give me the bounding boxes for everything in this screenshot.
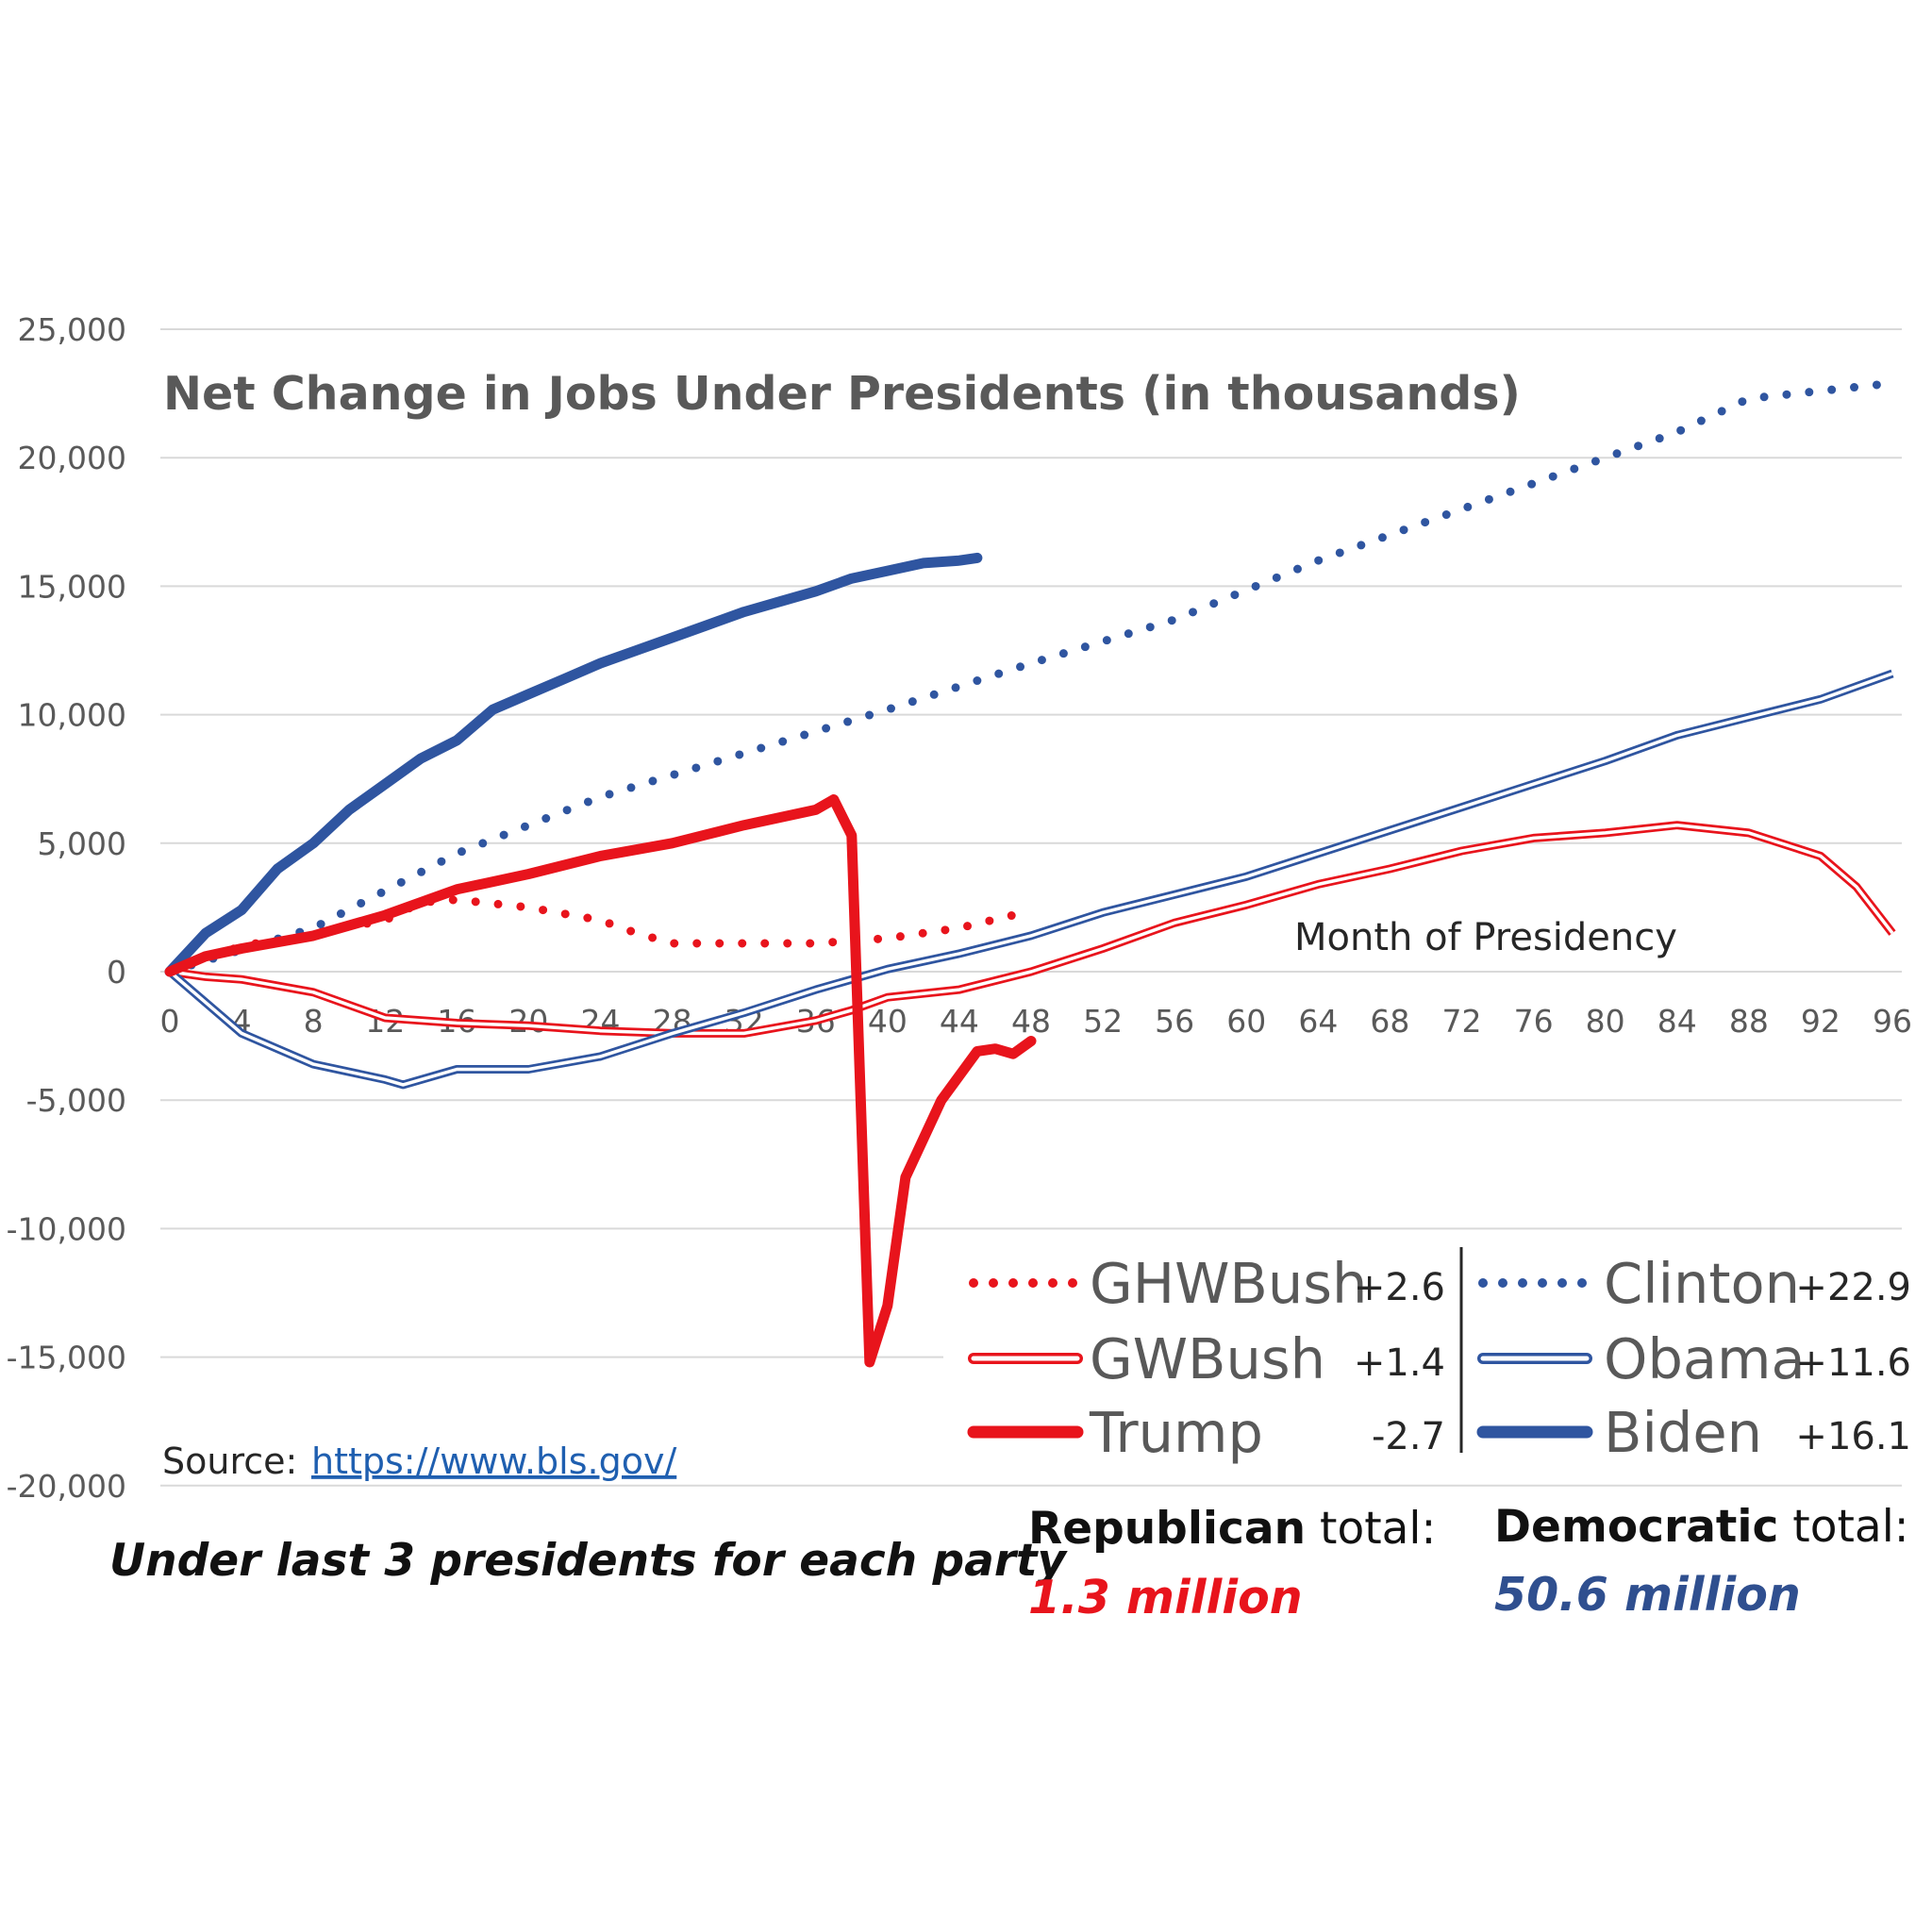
y-tick-label: 15,000 (18, 568, 126, 605)
x-tick-label: 60 (1226, 1003, 1266, 1040)
x-axis-title: Month of Presidency (1294, 916, 1677, 959)
y-tick-label: -5,000 (26, 1082, 126, 1119)
legend-label: Obama (1604, 1326, 1806, 1391)
republican-total-value: 1.3 million (1028, 1571, 1303, 1624)
source-label: Source: (162, 1441, 297, 1482)
x-tick-label: 52 (1083, 1003, 1123, 1040)
republican-total-label: Republican total: (1028, 1503, 1436, 1555)
legend-item-clinton: Clinton+22.9 (1478, 1251, 1911, 1316)
legend-label: Trump (1089, 1400, 1263, 1465)
x-axis-ticks: 0 4 8 12 16 20 24 28 32 36 40 44 48 52 56 60 64 68 72 76 80 8… (160, 1003, 1913, 1040)
legend-item-obama: Obama+11.6 (1477, 1326, 1911, 1391)
republican-label-rest: total: (1306, 1503, 1436, 1555)
footer-subtitle: Under last 3 presidents for each party (109, 1535, 1069, 1587)
x-tick-label: 96 (1873, 1003, 1912, 1040)
legend-item-trump: Trump -2.7 (967, 1400, 1445, 1465)
chart-title: Net Change in Jobs Under Presidents (in … (163, 367, 1521, 421)
legend-item-gwbush: GWBush +1.4 (968, 1326, 1445, 1391)
legend-total: +22.9 (1795, 1266, 1911, 1309)
legend-total: +1.4 (1354, 1341, 1445, 1385)
legend-total: +16.1 (1795, 1415, 1911, 1458)
series-line-clinton (165, 378, 1897, 976)
legend-label: Clinton (1604, 1251, 1800, 1316)
series-line-gwbush-inner (169, 823, 1894, 1036)
x-tick-label: 44 (940, 1003, 979, 1040)
y-tick-label: 25,000 (18, 311, 126, 348)
series-line-biden (164, 552, 983, 977)
republican-label-bold: Republican (1028, 1503, 1306, 1555)
y-axis-ticks: 25,000 20,000 15,000 10,000 5,000 0 -5,000 -10,… (7, 311, 126, 1505)
x-tick-label: 64 (1298, 1003, 1338, 1040)
democratic-total-value: 50.6 million (1494, 1568, 1801, 1622)
x-tick-label: 92 (1801, 1003, 1840, 1040)
y-tick-label: -20,000 (7, 1468, 126, 1505)
y-tick-label: -15,000 (7, 1340, 126, 1376)
x-tick-label: 0 (160, 1003, 180, 1040)
x-tick-label: 48 (1011, 1003, 1051, 1040)
x-tick-label: 56 (1155, 1003, 1194, 1040)
legend: GHWBush+2.6 GWBush +1.4 Trump -2.7 Clinton+22… (943, 1241, 1924, 1476)
legend-label: GHWBush (1090, 1251, 1367, 1316)
legend-item-biden: Biden +16.1 (1476, 1400, 1911, 1465)
y-tick-label: 10,000 (18, 697, 126, 734)
legend-label: Biden (1604, 1400, 1762, 1465)
series-lines (164, 378, 1897, 1368)
source-link[interactable]: https://www.bls.gov/ (311, 1441, 676, 1482)
x-tick-label: 84 (1657, 1003, 1697, 1040)
y-tick-label: 5,000 (38, 825, 126, 862)
y-tick-label: 0 (107, 954, 126, 991)
y-tick-label: 20,000 (18, 440, 126, 476)
x-tick-label: 76 (1514, 1003, 1554, 1040)
x-tick-label: 68 (1370, 1003, 1409, 1040)
x-tick-label: 40 (868, 1003, 908, 1040)
democratic-label-bold: Democratic (1494, 1501, 1778, 1553)
legend-item-ghwbush: GHWBush+2.6 (969, 1251, 1445, 1316)
x-tick-label: 80 (1586, 1003, 1625, 1040)
legend-label: GWBush (1090, 1326, 1325, 1391)
democratic-label-rest: total: (1778, 1501, 1908, 1553)
y-tick-label: -10,000 (7, 1210, 126, 1247)
legend-total: +2.6 (1354, 1266, 1445, 1309)
democratic-total-label: Democratic total: (1494, 1501, 1909, 1553)
legend-total: +11.6 (1795, 1341, 1911, 1385)
x-tick-label: 88 (1729, 1003, 1769, 1040)
legend-background (943, 1241, 1924, 1476)
x-tick-label: 8 (304, 1003, 324, 1040)
x-tick-label: 72 (1442, 1003, 1482, 1040)
series-line-trump (164, 794, 1037, 1368)
legend-total: -2.7 (1372, 1415, 1445, 1458)
series-line-obama-inner (168, 672, 1893, 1087)
